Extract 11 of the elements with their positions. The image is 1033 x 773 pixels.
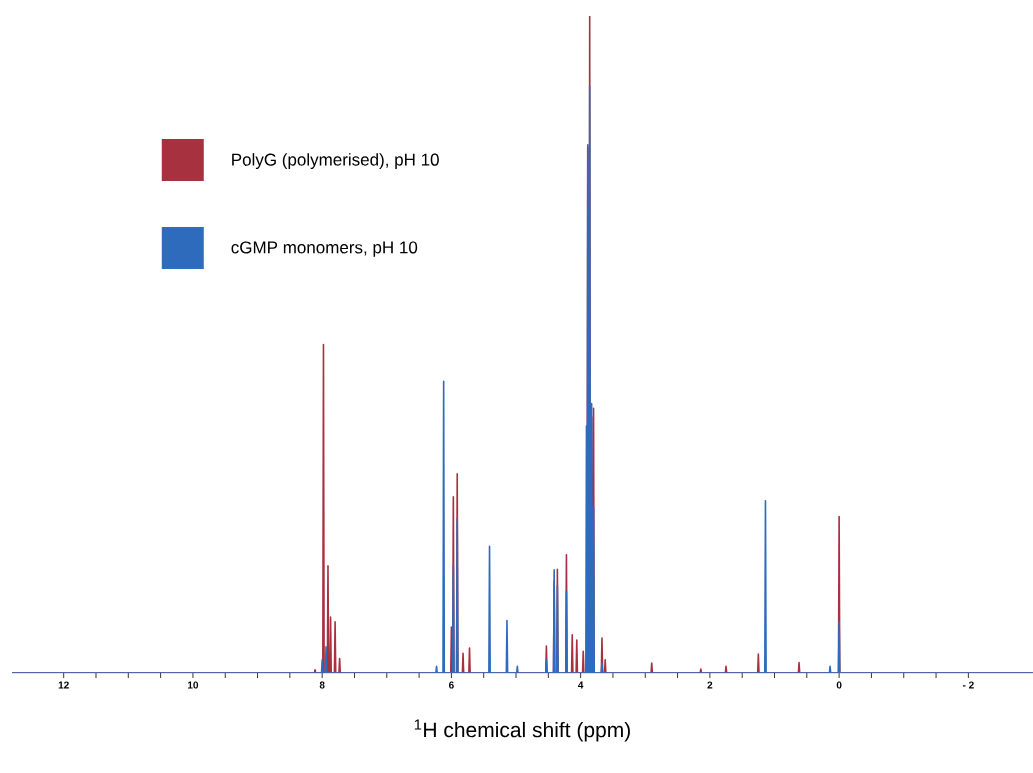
x-tick-label: 8 bbox=[319, 681, 325, 689]
legend-label: PolyG (polymerised), pH 10 bbox=[232, 153, 439, 170]
x-tick-label: - 2 bbox=[962, 681, 974, 689]
x-tick-label: 12 bbox=[58, 681, 69, 689]
x-tick-label: 4 bbox=[578, 681, 584, 689]
x-tick-label: 10 bbox=[188, 681, 199, 689]
x-tick-label: 2 bbox=[707, 681, 713, 689]
x-axis-title: $^{1}$H chemical shift (ppm) bbox=[414, 719, 630, 742]
x-tick-label: 6 bbox=[448, 681, 454, 689]
legend-label: cGMP monomers, pH 10 bbox=[231, 241, 418, 257]
x-tick-label: 0 bbox=[836, 681, 842, 689]
